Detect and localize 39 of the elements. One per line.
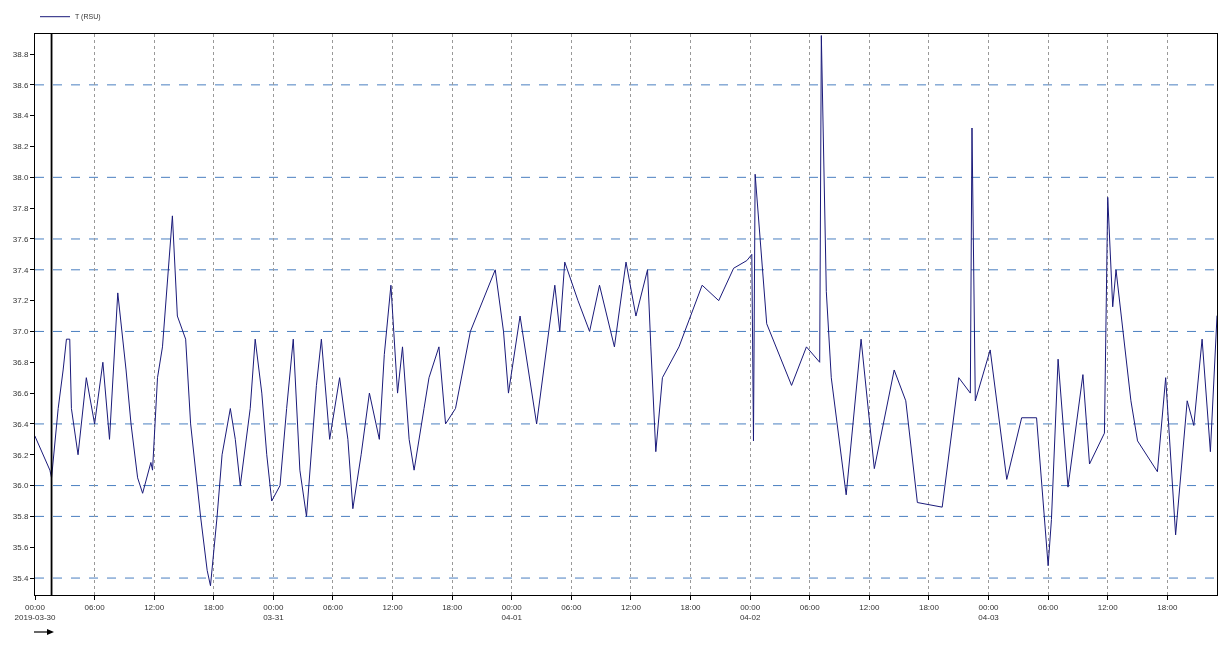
y-tick-label: 38.4 (12, 111, 29, 121)
y-tick-label: 38.8 (12, 49, 29, 59)
x-tick-label: 00:00 04-01 (501, 602, 523, 622)
y-tick-label: 37.6 (12, 234, 29, 244)
line-series (35, 35, 1217, 587)
y-tick-label: 36.2 (12, 450, 29, 460)
y-tick-label: 37.2 (12, 296, 29, 306)
x-tick-label: 12:00 (144, 602, 165, 612)
x-tick-label: 00:00 2019-03-30 (14, 602, 57, 622)
y-tick-label: 36.8 (12, 358, 29, 368)
x-tick-label: 00:00 03-31 (263, 602, 285, 622)
x-tick-label: 06:00 (84, 602, 106, 612)
y-tick-label: 38.2 (12, 142, 29, 152)
x-tick-label: 18:00 (680, 602, 702, 612)
x-tick-label: 18:00 (918, 602, 940, 612)
x-tick-label: 00:00 04-02 (739, 602, 761, 622)
y-tick-label: 37.4 (12, 265, 29, 275)
y-tick-label: 35.8 (12, 512, 29, 522)
y-tick-label: 38.0 (12, 173, 29, 183)
x-tick-label: 18:00 (1157, 602, 1178, 612)
x-tick-label: 06:00 (561, 602, 582, 612)
y-tick-label: 36.0 (12, 481, 29, 491)
y-tick-label: 37.0 (12, 327, 29, 337)
y-tick-label: 35.6 (12, 543, 29, 553)
y-tick-label: 35.4 (12, 573, 29, 583)
y-tick-label: 38.6 (12, 80, 29, 90)
y-tick-label: 37.8 (12, 203, 29, 213)
y-tick-label: 36.4 (12, 419, 29, 429)
x-tick-label: 06:00 (322, 602, 344, 612)
x-tick-label: 12:00 (620, 602, 642, 612)
x-tick-label: 00:00 04-03 (978, 602, 1000, 622)
x-tick-label: 06:00 (799, 602, 821, 612)
x-tick-label: 06:00 (1038, 602, 1059, 612)
x-tick-label: 12:00 (382, 602, 404, 612)
x-tick-label: 12:00 (859, 602, 880, 612)
y-tick-label: 36.6 (12, 388, 29, 398)
x-tick-label: 18:00 (442, 602, 463, 612)
x-tick-label: 18:00 (203, 602, 225, 612)
x-tick-label: 12:00 (1097, 602, 1119, 612)
